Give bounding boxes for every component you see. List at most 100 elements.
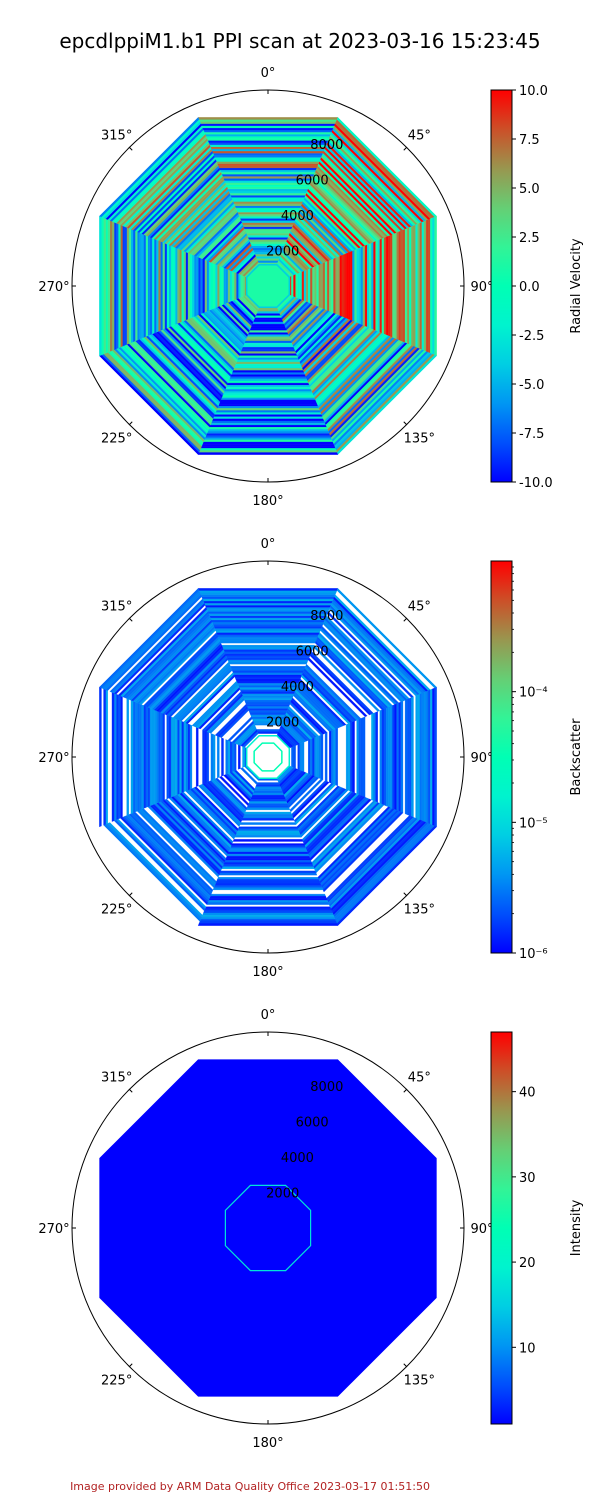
scan-cell bbox=[207, 900, 329, 903]
scan-cell bbox=[213, 414, 323, 417]
angle-tick bbox=[403, 1363, 407, 1367]
scan-cell bbox=[214, 628, 322, 631]
scan-cell bbox=[199, 592, 337, 595]
scan-cell bbox=[415, 223, 418, 349]
scan-cell bbox=[213, 626, 323, 629]
scan-cell bbox=[202, 598, 334, 602]
scan-cell bbox=[210, 733, 214, 781]
scan-cell bbox=[404, 228, 408, 344]
scan-cell bbox=[402, 228, 406, 344]
scan-cell bbox=[201, 596, 335, 600]
scan-cell bbox=[234, 205, 302, 209]
scan-cell bbox=[225, 385, 311, 388]
scan-cell bbox=[172, 246, 176, 326]
scan-cell bbox=[396, 231, 399, 341]
scan-cell bbox=[238, 826, 298, 829]
scan-cell bbox=[130, 228, 134, 344]
scan-cell bbox=[425, 219, 429, 353]
scan-cell bbox=[166, 714, 169, 800]
scan-cell bbox=[413, 224, 416, 348]
colorbar-tick-label: 2.5 bbox=[519, 231, 540, 246]
scan-cell bbox=[324, 732, 328, 782]
scan-cell bbox=[341, 254, 345, 318]
scan-cell bbox=[227, 659, 309, 663]
scan-cell bbox=[253, 317, 283, 321]
scan-cell bbox=[228, 661, 308, 665]
scan-cell bbox=[231, 270, 235, 302]
angle-tick bbox=[129, 618, 133, 622]
scan-cell bbox=[238, 353, 298, 356]
scan-cell bbox=[105, 689, 108, 825]
scan-cell bbox=[221, 866, 315, 869]
scan-cell bbox=[214, 412, 322, 415]
scan-cell bbox=[233, 203, 303, 206]
angle-tick-label: 270° bbox=[38, 1222, 69, 1237]
scan-cell bbox=[197, 117, 339, 120]
scan-cell bbox=[193, 255, 197, 317]
scan-cell bbox=[225, 856, 311, 859]
scan-cell bbox=[245, 703, 291, 707]
scan-cell bbox=[219, 870, 317, 874]
scan-cell bbox=[156, 239, 159, 333]
scan-cell bbox=[394, 232, 397, 340]
scan-core bbox=[245, 734, 291, 780]
scan-cell bbox=[198, 921, 338, 924]
colorbar-tick-label: 0.0 bbox=[519, 280, 540, 295]
scan-cell bbox=[246, 235, 290, 238]
scan-cell bbox=[217, 406, 319, 409]
angle-tick-label: 90° bbox=[470, 1222, 493, 1237]
scan-cell bbox=[204, 134, 332, 137]
colorbar-tick-label: 20 bbox=[519, 1256, 536, 1271]
scan-cell bbox=[224, 389, 312, 392]
scan-cell bbox=[210, 617, 326, 621]
scan-cell bbox=[231, 720, 255, 744]
scan-cell bbox=[204, 435, 332, 438]
scan-cell bbox=[201, 914, 335, 918]
scan-cell bbox=[145, 235, 148, 337]
scan-cell bbox=[249, 328, 287, 331]
scan-cell bbox=[209, 425, 327, 428]
scan-cell bbox=[335, 727, 338, 787]
scan-cell bbox=[398, 701, 402, 813]
scan-cell bbox=[237, 357, 299, 361]
scan-cell bbox=[247, 332, 289, 335]
scan-cell bbox=[120, 695, 123, 819]
scan-cell bbox=[204, 602, 332, 606]
scan-cell bbox=[203, 600, 333, 604]
scan-cell bbox=[203, 439, 333, 443]
scan-cell bbox=[228, 849, 308, 853]
scan-cell bbox=[141, 704, 144, 810]
scan-cell bbox=[308, 739, 311, 775]
scan-cell bbox=[320, 263, 324, 309]
scan-cell bbox=[247, 237, 289, 240]
scan-cell bbox=[241, 347, 295, 350]
angle-tick-label: 0° bbox=[261, 537, 276, 552]
scan-cell bbox=[252, 319, 284, 323]
scan-cell bbox=[350, 721, 353, 793]
scan-cell bbox=[239, 822, 297, 825]
colorbar-label: Radial Velocity bbox=[569, 238, 584, 334]
scan-cell bbox=[235, 361, 301, 365]
scan-cell bbox=[113, 693, 117, 821]
scan-cell bbox=[232, 839, 304, 842]
intensity-fill bbox=[99, 1059, 437, 1397]
radial-tick-label: 4000 bbox=[281, 1151, 314, 1166]
scan-cell bbox=[381, 237, 385, 335]
scan-cell bbox=[187, 723, 191, 791]
scan-cell bbox=[358, 247, 362, 325]
scan-cell bbox=[200, 917, 336, 920]
scan-cell bbox=[214, 263, 218, 309]
scan-cell bbox=[187, 252, 191, 320]
scan-cell bbox=[196, 256, 199, 316]
colorbar-2: 10⁻⁶ 10⁻⁵ 10⁻⁴ Backscatter bbox=[490, 560, 584, 962]
scan-cell bbox=[354, 249, 357, 323]
scan-cell bbox=[254, 315, 282, 318]
scan-cell bbox=[212, 152, 324, 156]
scan-cell bbox=[245, 230, 291, 234]
scan-cell bbox=[250, 326, 286, 329]
scan-cell bbox=[200, 446, 336, 449]
scan-cell bbox=[430, 688, 433, 826]
scan-cell bbox=[242, 224, 294, 227]
scan-cell bbox=[205, 433, 331, 436]
scan-cell bbox=[206, 902, 330, 905]
